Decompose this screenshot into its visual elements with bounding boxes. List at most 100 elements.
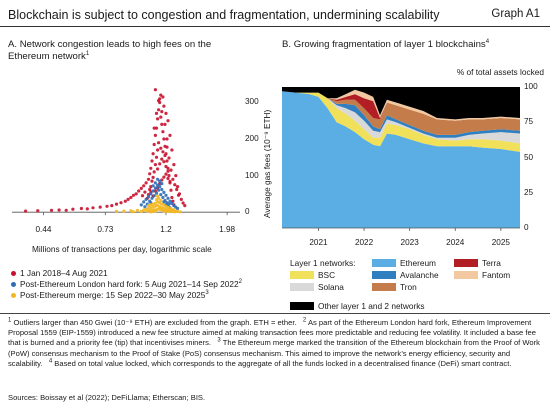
scatter-point xyxy=(178,210,182,214)
scatter-point xyxy=(157,108,161,112)
scatter-point xyxy=(149,192,153,196)
legend-label-tron: Tron xyxy=(400,282,417,292)
scatter-point xyxy=(143,190,147,194)
scatter-point xyxy=(168,179,172,184)
scatter-point xyxy=(142,208,146,212)
scatter-point xyxy=(153,88,157,92)
scatter-point xyxy=(153,163,157,167)
legend-item-period2: Post-Ethereum London hard fork: 5 Aug 20… xyxy=(8,279,242,290)
legend-label-period3: Post-Ethereum merge: 15 Sep 2022–30 May … xyxy=(20,290,206,301)
scatter-point xyxy=(160,182,164,186)
scatter-point xyxy=(153,186,157,190)
scatter-point xyxy=(139,186,143,190)
scatter-point xyxy=(131,210,136,214)
legend-item-period3: Post-Ethereum merge: 15 Sep 2022–30 May … xyxy=(8,290,242,301)
scatter-point xyxy=(169,188,173,192)
scatter-point xyxy=(162,104,166,108)
scatter-point xyxy=(157,141,161,145)
scatter-point xyxy=(152,194,156,198)
scatter-point xyxy=(129,195,133,200)
page-title: Blockchain is subject to congestion and … xyxy=(8,8,440,22)
scatter-point xyxy=(149,210,153,214)
footnotes: 1 Outliers larger than 450 Gwei (10⁻⁹ ET… xyxy=(8,317,546,369)
scatter-point xyxy=(119,201,123,205)
scatter-point xyxy=(163,122,167,126)
scatter-point xyxy=(150,196,154,200)
sources: Sources: Boissay et al (2022); DeFiLlama… xyxy=(8,393,206,402)
scatter-point xyxy=(148,172,152,176)
scatter-point xyxy=(64,208,68,212)
scatter-point xyxy=(150,159,154,163)
scatter-point xyxy=(160,122,164,126)
header: Blockchain is subject to congestion and … xyxy=(0,0,550,28)
legend-label-avalanche: Avalanche xyxy=(400,270,439,280)
area-band-fantom xyxy=(282,89,520,121)
legend-swatch-terra xyxy=(454,259,478,267)
scatter-point xyxy=(162,175,166,179)
area-y-tick-label: 0 xyxy=(524,223,529,232)
area-y-tick-label: 50 xyxy=(524,152,534,162)
area-x-tick-label: 2022 xyxy=(354,238,374,247)
scatter-point xyxy=(148,187,152,192)
area-x-tick-label: 2025 xyxy=(491,238,510,247)
footnote-3-num: 3 xyxy=(217,337,221,344)
legend-label-fantom: Fantom xyxy=(482,270,511,280)
scatter-point xyxy=(162,137,166,141)
scatter-point xyxy=(164,111,168,115)
legend-label-period1: 1 Jan 2018–4 Aug 2021 xyxy=(20,268,108,278)
scatter-point xyxy=(173,210,177,214)
legend-note-period3: 3 xyxy=(205,290,209,297)
scatter-point xyxy=(164,164,168,169)
scatter-point xyxy=(166,196,170,200)
legend-swatch-solana xyxy=(290,283,314,291)
footnote-1: Outliers larger than 450 Gwei (10⁻⁹ ETH)… xyxy=(13,318,297,327)
area-y-tick-label: 100 xyxy=(524,82,538,91)
scatter-point xyxy=(114,202,119,206)
legend-item-period1: 1 Jan 2018–4 Aug 2021 xyxy=(8,268,242,279)
scatter-point xyxy=(171,177,175,181)
scatter-point xyxy=(154,126,159,130)
scatter-point xyxy=(161,195,165,200)
legend-item-bsc: BSC xyxy=(290,270,335,280)
area-band-terra xyxy=(282,91,520,121)
scatter-point xyxy=(168,199,172,203)
scatter-point xyxy=(179,197,183,201)
scatter-point xyxy=(139,209,143,213)
scatter-point xyxy=(152,170,156,174)
area-x-tick-label: 2021 xyxy=(309,238,328,247)
legend-label-solana: Solana xyxy=(318,282,344,292)
scatter-point xyxy=(167,174,171,178)
scatter-point xyxy=(158,179,162,183)
scatter-point xyxy=(91,206,95,210)
footnote-4-num: 4 xyxy=(48,358,53,365)
panel-b-title-note: 4 xyxy=(485,38,490,45)
scatter-point xyxy=(98,205,102,209)
scatter-point xyxy=(174,174,178,178)
scatter-point xyxy=(176,206,180,211)
scatter-point xyxy=(144,181,148,185)
area-band-bsc xyxy=(282,91,520,152)
scatter-point xyxy=(140,194,145,198)
panel-a-title-line1: A. Network congestion leads to high fees… xyxy=(8,39,212,50)
legend-label-ethereum: Ethereum xyxy=(400,258,436,268)
scatter-point xyxy=(162,200,166,204)
scatter-point xyxy=(154,111,159,115)
scatter-x-tick-label: 0.73 xyxy=(97,225,114,234)
scatter-point xyxy=(168,133,172,137)
scatter-point xyxy=(164,209,168,213)
scatter-point xyxy=(131,193,136,197)
legend-item-ethereum: Ethereum xyxy=(372,258,436,268)
scatter-point xyxy=(158,185,162,189)
panel-b-title: B. Growing fragmentation of layer 1 bloc… xyxy=(282,39,544,51)
scatter-x-tick-label: 1.98 xyxy=(219,225,236,234)
scatter-point xyxy=(159,115,163,119)
scatter-point xyxy=(159,198,163,203)
scatter-point xyxy=(160,110,164,114)
legend-swatch-avalanche xyxy=(372,271,396,279)
legend-note-period2: 2 xyxy=(238,279,242,286)
scatter-point xyxy=(146,195,151,199)
footnote-4: Based on total value locked, which corre… xyxy=(54,358,512,368)
scatter-point xyxy=(166,176,170,181)
scatter-point xyxy=(85,207,89,211)
legend-dot-period2 xyxy=(11,282,16,288)
